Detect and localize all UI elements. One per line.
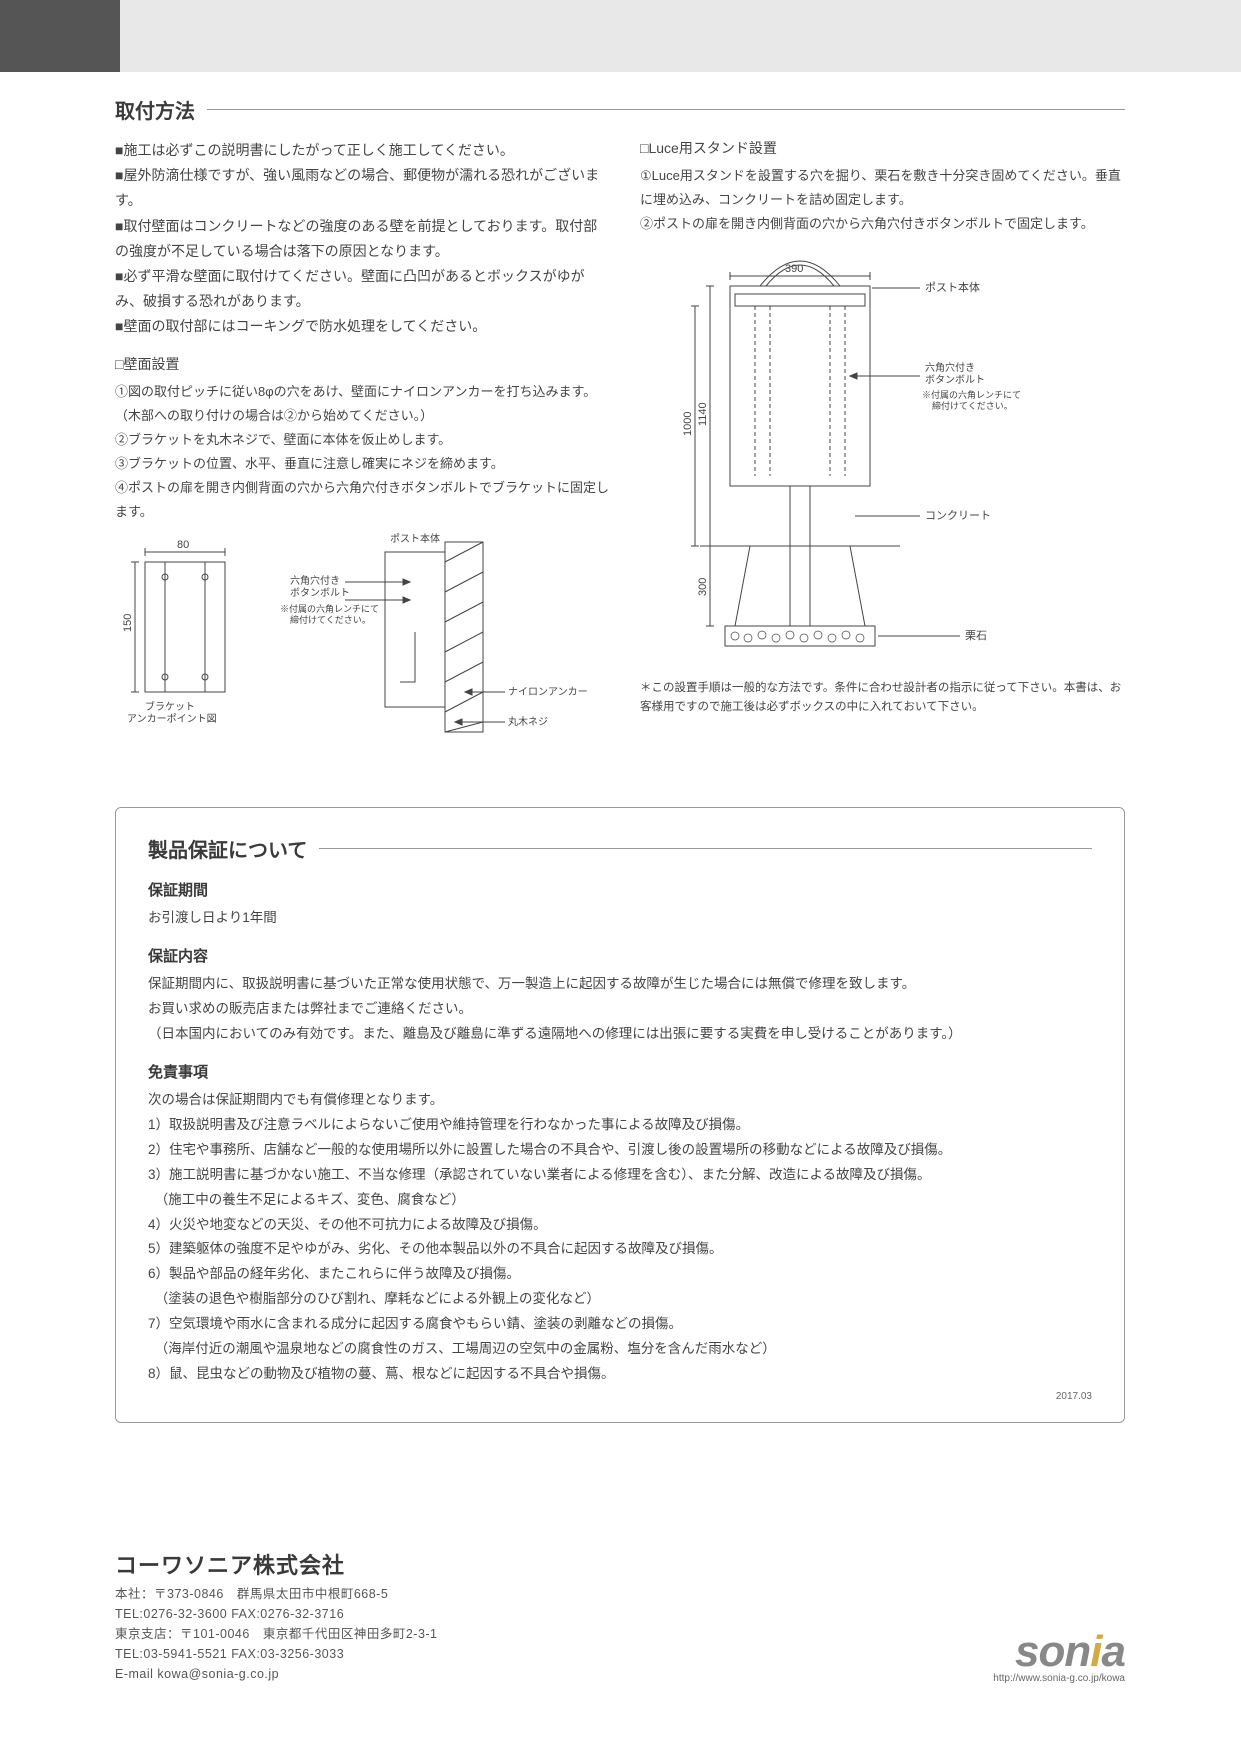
- install-title: 取付方法: [115, 95, 1125, 124]
- stand-step: ②ポストの扉を開き内側背面の穴から六角穴付きボタンボルトで固定します。: [640, 212, 1125, 236]
- exclusion-item: 8）鼠、昆虫などの動物及び植物の蔓、蔦、根などに起因する不具合や損傷。: [148, 1362, 1092, 1387]
- exclusion-item: 7）空気環境や雨水に含まれる成分に起因する腐食やもらい錆、塗装の剥離などの損傷。…: [148, 1312, 1092, 1362]
- warranty-period-text: お引渡し日より1年間: [148, 906, 1092, 931]
- company-line: 東京支店：〒101-0046 東京都千代田区神田多町2-3-1: [115, 1624, 438, 1644]
- wall-install-head: □壁面設置: [115, 354, 610, 374]
- exclusion-item: 1）取扱説明書及び注意ラベルによらないご使用や維持管理を行わなかった事による故障…: [148, 1113, 1092, 1138]
- bolt-note-1: ※付属の六角レンチにて: [280, 603, 379, 614]
- warranty-box: 製品保証について 保証期間 お引渡し日より1年間 保証内容 保証期間内に、取扱説…: [115, 807, 1125, 1424]
- logo-block: sonia http://www.sonia-g.co.jp/kowa: [993, 1627, 1125, 1684]
- exclusion-item: 5）建築躯体の強度不足やゆがみ、劣化、その他本製品以外の不具合に起因する故障及び…: [148, 1237, 1092, 1262]
- logo-part-1: son: [1015, 1627, 1090, 1676]
- dim-h-total: 1140: [697, 402, 709, 426]
- warranty-date: 2017.03: [148, 1391, 1092, 1402]
- bracket-label-2: アンカーポイント図: [127, 713, 217, 725]
- bolt-label-1: 六角穴付き: [290, 574, 340, 587]
- dim-top-w: 390: [785, 263, 803, 275]
- logo-url: http://www.sonia-g.co.jp/kowa: [993, 1673, 1125, 1684]
- warranty-title-text: 製品保証について: [148, 834, 307, 863]
- warranty-content-line: お買い求めの販売店または弊社までご連絡ください。: [148, 997, 1092, 1022]
- install-left-col: ■施工は必ずこの説明書にしたがって正しく施工してください。 ■屋外防滴仕様ですが…: [115, 138, 610, 757]
- bolt-label-2: ボタンボルト: [925, 374, 985, 386]
- logo-dot-icon: i: [1090, 1627, 1101, 1676]
- bracket-label-1: ブラケット: [145, 700, 195, 713]
- company-block: コーワソニア株式会社 本社：〒373-0846 群馬県太田市中根町668-5 T…: [115, 1548, 438, 1684]
- wall-step: ②ブラケットを丸木ネジで、壁面に本体を仮止めします。: [115, 428, 610, 452]
- company-line: 本社：〒373-0846 群馬県太田市中根町668-5: [115, 1584, 438, 1604]
- install-columns: ■施工は必ずこの説明書にしたがって正しく施工してください。 ■屋外防滴仕様ですが…: [115, 138, 1125, 757]
- warranty-title: 製品保証について: [148, 834, 1092, 863]
- dim-h-above: 1000: [682, 412, 694, 436]
- content-area: 取付方法 ■施工は必ずこの説明書にしたがって正しく施工してください。 ■屋外防滴…: [115, 95, 1125, 1423]
- wall-diagram: 80 150 ブラケット アンカーポイント図: [115, 532, 610, 757]
- stand-diagram: 390 1140 1000 300 ポスト本体 六角穴付き ボタンボルト ※付属…: [640, 246, 1125, 671]
- screw-label: 丸木ネジ: [508, 715, 548, 728]
- wall-step: ④ポストの扉を開き内側背面の穴から六角穴付きボタンボルトでブラケットに固定します…: [115, 476, 610, 524]
- company-line: TEL:0276-32-3600 FAX:0276-32-3716: [115, 1604, 438, 1624]
- company-line: TEL:03-5941-5521 FAX:03-3256-3033: [115, 1644, 438, 1664]
- body-label: ポスト本体: [390, 532, 440, 545]
- header-bar: [0, 0, 1241, 72]
- bolt-note-1: ※付属の六角レンチにて: [922, 389, 1021, 400]
- bullet: ■必ず平滑な壁面に取付けてください。壁面に凸凹があるとボックスがゆがみ、破損する…: [115, 264, 610, 314]
- logo-part-2: a: [1102, 1627, 1125, 1676]
- warranty-exclusion-head: 免責事項: [148, 1061, 1092, 1082]
- exclusion-item: 3）施工説明書に基づかない施工、不当な修理（承認されていない業者による修理を含む…: [148, 1163, 1092, 1213]
- warranty-exclusion-intro: 次の場合は保証期間内でも有償修理となります。: [148, 1088, 1092, 1113]
- anchor-label: ナイロンアンカー: [508, 686, 588, 698]
- bolt-note-2: 締付けてください。: [290, 614, 371, 625]
- exclusion-item: 6）製品や部品の経年劣化、またこれらに伴う故障及び損傷。 （塗装の退色や樹脂部分…: [148, 1262, 1092, 1312]
- warranty-content-line: （日本国内においてのみ有効です。また、離島及び離島に準ずる遠隔地への修理には出張…: [148, 1022, 1092, 1047]
- install-right-col: □Luce用スタンド設置 ①Luce用スタンドを設置する穴を掘り、栗石を敷き十分…: [640, 138, 1125, 757]
- header-bar-dark: [0, 0, 120, 72]
- install-footnote: ＊この設置手順は一般的な方法です。条件に合わせ設計者の指示に従って下さい。本書は…: [640, 679, 1125, 716]
- bullet: ■施工は必ずこの説明書にしたがって正しく施工してください。: [115, 138, 610, 163]
- company-name: コーワソニア株式会社: [115, 1548, 438, 1580]
- dim-h-below: 300: [697, 578, 709, 596]
- stand-step: ①Luce用スタンドを設置する穴を掘り、栗石を敷き十分突き固めてください。垂直に…: [640, 164, 1125, 212]
- exclusion-item: 4）火災や地変などの天災、その他不可抗力による故障及び損傷。: [148, 1213, 1092, 1238]
- wall-step: ①図の取付ピッチに従い8φの穴をあけ、壁面にナイロンアンカーを打ち込みます。（木…: [115, 380, 610, 428]
- bullet: ■壁面の取付部にはコーキングで防水処理をしてください。: [115, 314, 610, 339]
- stand-install-head: □Luce用スタンド設置: [640, 138, 1125, 158]
- company-line: E-mail kowa@sonia-g.co.jp: [115, 1664, 438, 1684]
- body-label: ポスト本体: [925, 280, 980, 294]
- bolt-note-2: 締付けてください。: [932, 400, 1013, 411]
- bullet: ■取付壁面はコンクリートなどの強度のある壁を前提としております。取付部の強度が不…: [115, 214, 610, 264]
- wall-step: ③ブラケットの位置、水平、垂直に注意し確実にネジを締めます。: [115, 452, 610, 476]
- exclusion-item: 2）住宅や事務所、店舗など一般的な使用場所以外に設置した場合の不具合や、引渡し後…: [148, 1138, 1092, 1163]
- warranty-content-line: 保証期間内に、取扱説明書に基づいた正常な使用状態で、万一製造上に起因する故障が生…: [148, 972, 1092, 997]
- warranty-content-head: 保証内容: [148, 945, 1092, 966]
- bolt-label-2: ボタンボルト: [290, 587, 350, 599]
- warranty-period-head: 保証期間: [148, 879, 1092, 900]
- page: 取付方法 ■施工は必ずこの説明書にしたがって正しく施工してください。 ■屋外防滴…: [0, 0, 1241, 1754]
- bullet: ■屋外防滴仕様ですが、強い風雨などの場合、郵便物が濡れる恐れがございます。: [115, 163, 610, 213]
- install-title-text: 取付方法: [115, 95, 195, 124]
- gravel-label: 栗石: [965, 630, 987, 642]
- footer: コーワソニア株式会社 本社：〒373-0846 群馬県太田市中根町668-5 T…: [115, 1548, 1125, 1684]
- dim-h: 150: [122, 613, 134, 631]
- dim-w: 80: [177, 539, 189, 551]
- bolt-label-1: 六角穴付き: [925, 361, 975, 374]
- concrete-label: コンクリート: [925, 509, 991, 522]
- sonia-logo: sonia: [993, 1627, 1125, 1677]
